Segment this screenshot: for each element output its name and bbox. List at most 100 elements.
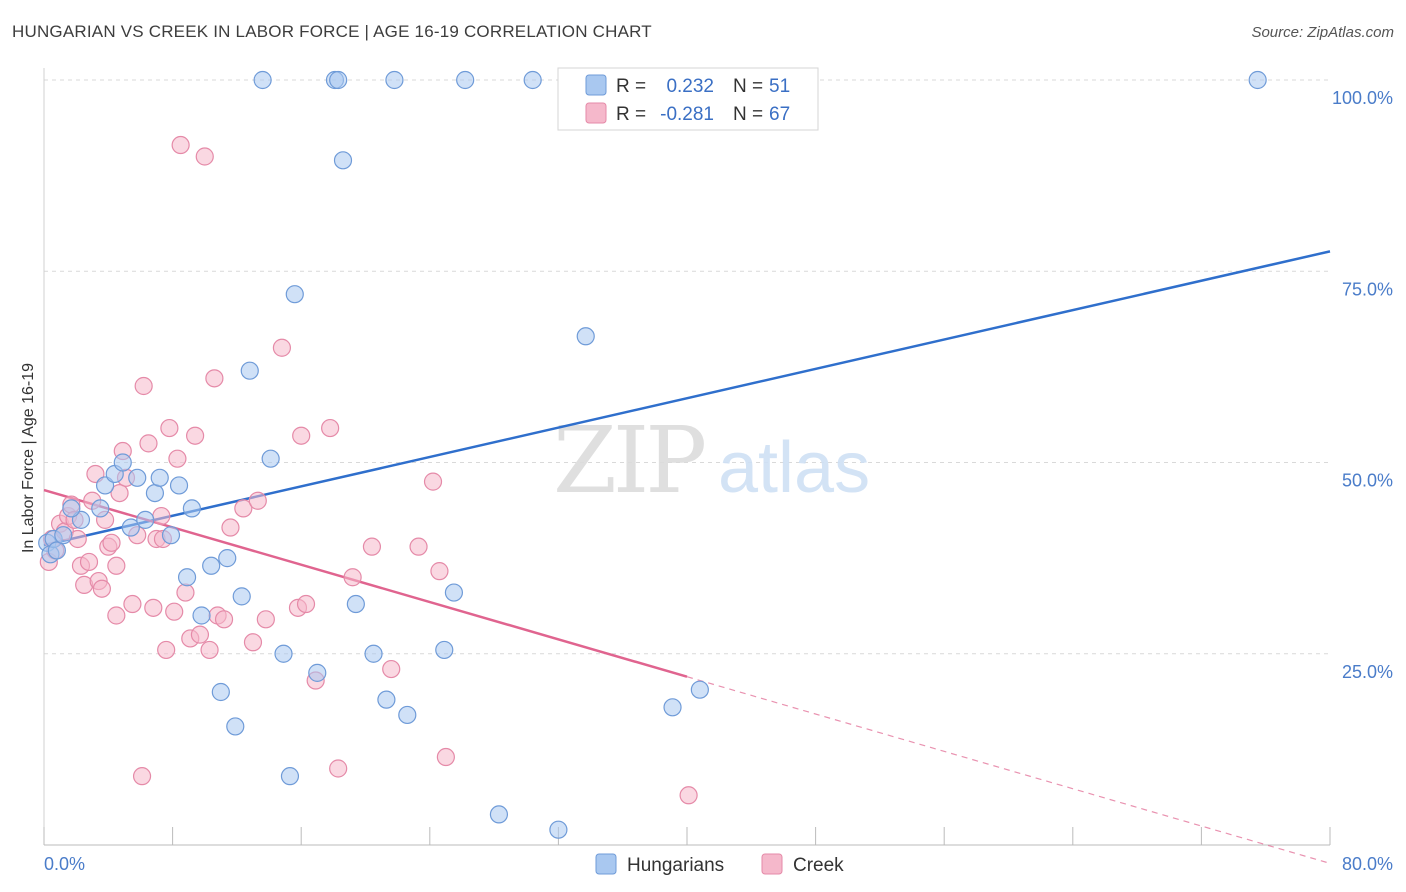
creek-point (160, 418, 179, 438)
hungarians-point (364, 644, 383, 663)
source-label: Source: ZipAtlas.com (1251, 24, 1394, 41)
hungarians-point (346, 594, 365, 614)
stats-legend: R = 0.232 N = 51 R = -0.281 N = 67 (557, 67, 819, 131)
creek-point (79, 552, 99, 572)
hungarians-point (435, 640, 454, 660)
creek-point (171, 135, 190, 155)
hungarians-point (489, 805, 509, 824)
hungarians-point (261, 449, 280, 468)
chart-title: HUNGARIAN VS CREEK IN LABOR FORCE | AGE … (12, 22, 652, 41)
hungarians-point (274, 644, 293, 663)
hungarians-point (47, 541, 66, 560)
hungarians-point (333, 151, 353, 170)
hungarians-point (285, 285, 304, 304)
hungarians-point (128, 468, 147, 487)
hungarians-point (226, 717, 245, 736)
creek-point (123, 594, 142, 614)
hungarians-point (240, 361, 259, 380)
legend-n-value-1: 51 (769, 76, 790, 97)
legend-n-value-2: 67 (769, 104, 790, 125)
creek-point (186, 426, 205, 445)
hungarians-point (54, 526, 73, 545)
hungarians-point (150, 468, 169, 487)
watermark: ZIP atlas (553, 407, 870, 514)
creek-point (107, 556, 126, 575)
hungarians-point (169, 476, 189, 495)
creek-point (343, 568, 362, 587)
creek-point (157, 640, 176, 660)
creek-point (430, 562, 449, 581)
creek-point (176, 583, 195, 602)
creek-point (409, 537, 428, 556)
creek-point (296, 594, 316, 614)
creek-point (152, 506, 171, 526)
creek-point (110, 484, 129, 503)
creek-point (329, 759, 348, 778)
creek-point (256, 610, 275, 629)
legend-r-value-2: -0.281 (660, 104, 714, 125)
x-tick-labels: 0.0% 80.0% (44, 854, 1393, 874)
creek-point (134, 376, 153, 396)
watermark-zip: ZIP (553, 407, 704, 514)
hungarians-point (690, 680, 709, 699)
hungarians-point (1248, 70, 1267, 90)
legend-r-value-1: 0.232 (666, 76, 714, 97)
hungarians-point (182, 499, 201, 518)
hungarians-point (329, 70, 348, 90)
y-tick-label: 75.0% (1342, 279, 1393, 299)
hungarians-point (177, 568, 197, 587)
creek-point (200, 640, 219, 660)
hungarians-point (576, 327, 595, 346)
creek-point (144, 598, 163, 617)
data-points (38, 70, 1267, 839)
hungarians-point (161, 526, 181, 545)
hungarians-point (136, 510, 155, 529)
legend-swatch-creek (585, 102, 607, 124)
hungarians-point (218, 549, 237, 568)
legend-n-label-2: N = (733, 104, 763, 125)
creek-point (248, 491, 267, 510)
hungarians-point (202, 556, 221, 575)
creek-point (107, 606, 126, 625)
creek-point (382, 659, 401, 679)
y-tick-label: 50.0% (1342, 471, 1393, 491)
creek-point (234, 499, 253, 518)
creek-point (214, 610, 234, 629)
hungarians-point (145, 484, 165, 503)
creek-point (132, 767, 152, 786)
creek-point (195, 147, 214, 166)
y-tick-label: 25.0% (1342, 662, 1393, 682)
hungarians-point (523, 70, 542, 90)
hungarians-point (308, 663, 327, 682)
bottom-swatch-creek (761, 853, 783, 875)
hungarians-point (211, 682, 230, 702)
trend-lines (43, 250, 1331, 864)
hungarians-point (62, 499, 81, 518)
legend-n-label-1: N = (733, 76, 763, 97)
creek-point (92, 579, 111, 598)
x-tick-label: 80.0% (1342, 854, 1393, 874)
x-tick-label: 0.0% (44, 854, 85, 874)
hungarians-point (91, 499, 110, 518)
y-axis-label: In Labor Force | Age 16-19 (20, 363, 37, 553)
hungarians-point (280, 767, 300, 786)
bottom-legend-hungarians: Hungarians (627, 855, 724, 876)
creek-point (190, 625, 210, 644)
hungarians-point (385, 70, 404, 90)
hungarians-point (232, 587, 251, 606)
creek-point (165, 602, 184, 621)
creek-point (362, 537, 382, 556)
creek-point (423, 472, 443, 491)
creek-point (292, 426, 311, 445)
creek-point (436, 747, 455, 767)
legend-swatch-hungarians (585, 74, 607, 96)
watermark-atlas: atlas (718, 428, 870, 508)
y-tick-label: 100.0% (1332, 88, 1393, 108)
creek-point (272, 338, 292, 357)
creek-point (168, 449, 187, 468)
bottom-legend-creek: Creek (793, 855, 844, 876)
series-legend: Hungarians Creek (595, 853, 844, 876)
hungarians-point (444, 583, 464, 602)
creek-point (221, 518, 240, 537)
